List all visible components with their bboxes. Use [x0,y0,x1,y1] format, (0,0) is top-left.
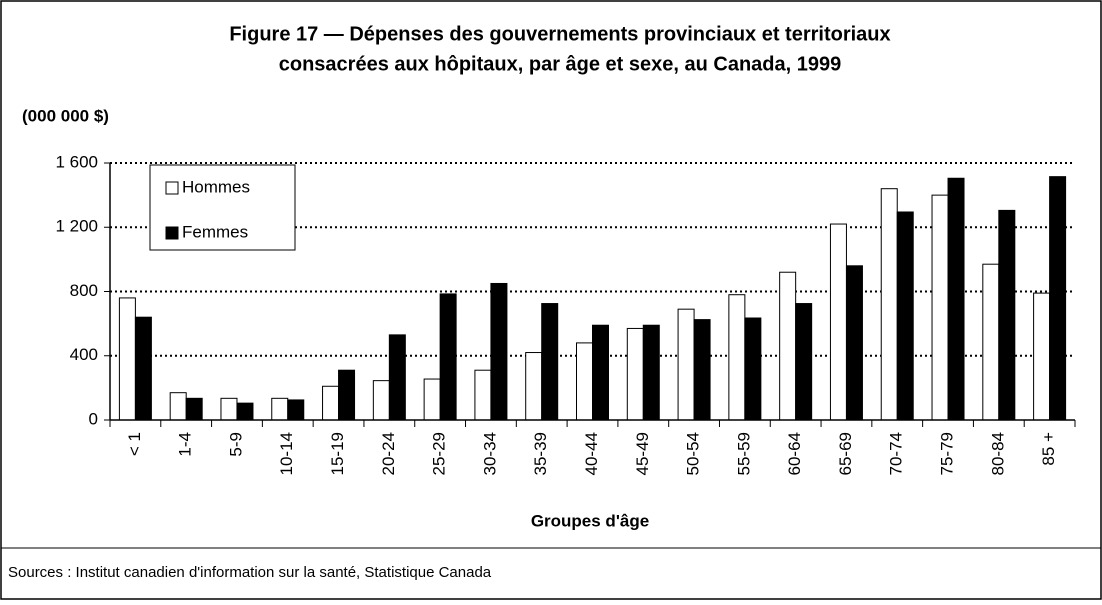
legend-label: Hommes [182,177,250,196]
x-tick-label: 25-29 [430,432,449,475]
bar [880,188,898,421]
x-tick-label: 75-79 [938,432,957,475]
bar [134,316,152,421]
bar [169,392,187,421]
bar [388,334,406,421]
x-tick-label: 20-24 [379,432,398,475]
bar [982,263,1000,421]
y-unit: (000 000 $) [22,106,109,125]
bar [490,282,508,421]
bar [626,327,644,421]
x-tick-label: 70-74 [887,432,906,475]
x-tick-label: 40-44 [582,432,601,475]
bar [423,378,441,421]
bar [592,324,609,421]
x-tick-label: 45-49 [633,432,652,475]
x-tick-label: 10-14 [277,432,296,475]
bar [525,352,543,421]
legend-swatch [165,226,179,240]
bar [779,271,797,421]
x-tick-label: 55-59 [734,432,753,475]
bar [185,397,203,421]
bar [372,380,390,421]
bar [474,369,492,421]
bar [236,402,254,421]
x-tick-label: < 1 [125,432,144,456]
bar [896,211,914,421]
x-tick-label: 30-34 [480,432,499,475]
source: Sources : Institut canadien d'informatio… [8,564,492,581]
bar [998,209,1016,421]
x-tick-label: 65-69 [836,432,855,475]
bar [693,319,711,421]
bar [947,177,965,421]
bar [642,324,660,421]
bar [576,342,593,421]
bar [728,294,746,421]
x-tick-label: 15-19 [328,432,347,475]
x-tick-label: 80-84 [988,432,1007,475]
bar [795,303,813,421]
bar [1033,292,1051,421]
bar [829,223,847,421]
x-tick-label: 85 + [1039,432,1058,466]
x-axis-title: Groupes d'âge [531,511,649,530]
bar [677,308,695,421]
y-tick-label: 1 200 [55,217,98,236]
y-tick-label: 400 [70,345,98,364]
x-tick-label: 1-4 [176,432,195,457]
x-tick-label: 35-39 [531,432,550,475]
y-tick-label: 0 [89,409,98,428]
bar [439,293,457,421]
bar [271,397,289,421]
legend-label: Femmes [182,222,248,241]
x-tick-label: 5-9 [226,432,245,457]
y-tick-label: 1 600 [55,152,98,171]
bar [1049,176,1067,421]
bar [744,317,762,421]
bar [220,397,238,421]
bar [118,297,136,421]
chart-title: consacrées aux hôpitaux, par âge et sexe… [279,53,842,75]
bar [338,369,356,421]
bar [931,194,949,421]
bar [322,385,340,421]
chart-title: Figure 17 — Dépenses des gouvernements p… [229,23,890,45]
bar [541,303,559,421]
x-tick-label: 60-64 [785,432,804,475]
legend-swatch [165,181,179,195]
bar [287,399,305,421]
y-tick-label: 800 [70,281,98,300]
bar [845,265,863,421]
x-tick-label: 50-54 [684,432,703,475]
